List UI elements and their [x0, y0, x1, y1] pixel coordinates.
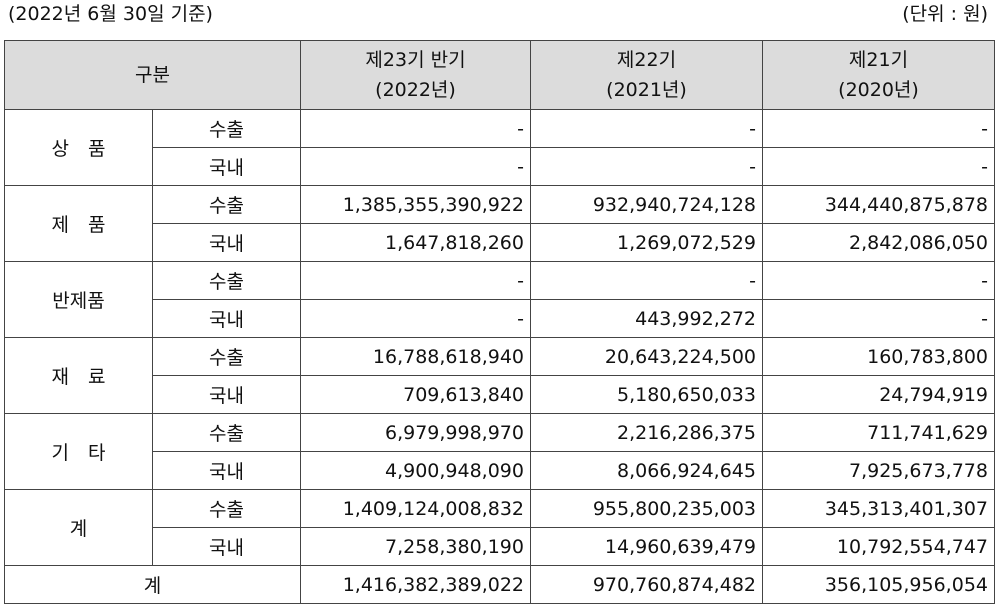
category-cell: 재 료 — [4, 337, 153, 414]
table-row: 기 타 수출 6,979,998,970 2,216,286,375 711,7… — [4, 413, 995, 490]
value-cell: - — [300, 261, 531, 300]
value-cell: - — [762, 147, 995, 186]
grand-total-value: 970,760,874,482 — [530, 565, 763, 604]
category-cell: 반제품 — [4, 261, 153, 338]
value-cell: - — [530, 109, 763, 148]
type-cell: 수출 — [152, 413, 301, 452]
value-cell: 10,792,554,747 — [762, 527, 995, 566]
header-period-year: (2022년) — [375, 79, 456, 101]
type-cell: 수출 — [152, 109, 301, 148]
table-row: 국내 - - - — [5, 147, 995, 186]
table-row: 국내 4,900,948,090 8,066,924,645 7,925,673… — [5, 451, 995, 490]
type-cell: 수출 — [152, 261, 301, 300]
table-row: 국내 - 443,992,272 - — [5, 299, 995, 338]
value-cell: 16,788,618,940 — [300, 337, 531, 376]
type-cell: 국내 — [152, 299, 301, 338]
value-cell: 709,613,840 — [300, 375, 531, 414]
type-cell: 국내 — [152, 147, 301, 186]
category-cell: 제 품 — [4, 185, 153, 262]
value-cell: - — [300, 147, 531, 186]
table-row: 국내 709,613,840 5,180,650,033 24,794,919 — [5, 375, 995, 414]
value-cell: 1,269,072,529 — [530, 223, 763, 262]
value-cell: 344,440,875,878 — [762, 185, 995, 224]
table-caption: (2022년 6월 30일 기준) (단위 : 원) — [0, 0, 998, 30]
value-cell: - — [762, 261, 995, 300]
category-cell: 기 타 — [4, 413, 153, 490]
value-cell: 955,800,235,003 — [530, 489, 763, 528]
type-cell: 수출 — [152, 337, 301, 376]
value-cell: - — [530, 147, 763, 186]
type-cell: 수출 — [152, 185, 301, 224]
value-cell: 4,900,948,090 — [300, 451, 531, 490]
header-period-name: 제21기 — [848, 49, 909, 71]
table-row: 재 료 수출 16,788,618,940 20,643,224,500 160… — [4, 337, 995, 414]
grand-total-row: 계 1,416,382,389,022 970,760,874,482 356,… — [4, 565, 995, 604]
value-cell: 1,409,124,008,832 — [300, 489, 531, 528]
header-period-name: 제22기 — [616, 49, 677, 71]
header-period: 제22기 (2021년) — [530, 40, 763, 110]
table-row: 국내 1,647,818,260 1,269,072,529 2,842,086… — [5, 223, 995, 262]
grand-total-value: 1,416,382,389,022 — [300, 565, 531, 604]
value-cell: - — [530, 261, 763, 300]
type-cell: 국내 — [152, 375, 301, 414]
type-cell: 국내 — [152, 527, 301, 566]
header-period-name: 제23기 반기 — [365, 49, 466, 71]
value-cell: 2,216,286,375 — [530, 413, 763, 452]
value-cell: 8,066,924,645 — [530, 451, 763, 490]
table-row: 국내 7,258,380,190 14,960,639,479 10,792,5… — [5, 527, 995, 566]
value-cell: 1,385,355,390,922 — [300, 185, 531, 224]
value-cell: 443,992,272 — [530, 299, 763, 338]
value-cell: 7,258,380,190 — [300, 527, 531, 566]
value-cell: 14,960,639,479 — [530, 527, 763, 566]
value-cell: - — [300, 299, 531, 338]
value-cell: 345,313,401,307 — [762, 489, 995, 528]
table-row: 제 품 수출 1,385,355,390,922 932,940,724,128… — [4, 185, 995, 262]
value-cell: 711,741,629 — [762, 413, 995, 452]
value-cell: 7,925,673,778 — [762, 451, 995, 490]
category-cell: 상 품 — [4, 109, 153, 186]
reference-date: (2022년 6월 30일 기준) — [8, 3, 213, 25]
header-period: 제21기 (2020년) — [762, 40, 995, 110]
value-cell: 1,647,818,260 — [300, 223, 531, 262]
header-division: 구분 — [4, 40, 301, 110]
value-cell: 24,794,919 — [762, 375, 995, 414]
value-cell: - — [300, 109, 531, 148]
grand-total-value: 356,105,956,054 — [762, 565, 995, 604]
table-row: 상 품 수출 - - - — [4, 109, 995, 186]
value-cell: 20,643,224,500 — [530, 337, 763, 376]
value-cell: 932,940,724,128 — [530, 185, 763, 224]
value-cell: 2,842,086,050 — [762, 223, 995, 262]
value-cell: 6,979,998,970 — [300, 413, 531, 452]
value-cell: 5,180,650,033 — [530, 375, 763, 414]
category-cell: 계 — [4, 489, 153, 566]
type-cell: 국내 — [152, 223, 301, 262]
table-row: 반제품 수출 - - - — [4, 261, 995, 338]
value-cell: - — [762, 109, 995, 148]
grand-total-label: 계 — [4, 565, 301, 604]
unit-label: (단위 : 원) — [902, 3, 988, 25]
header-period-year: (2020년) — [838, 79, 919, 101]
value-cell: 160,783,800 — [762, 337, 995, 376]
type-cell: 수출 — [152, 489, 301, 528]
sales-table: 구분 제23기 반기 (2022년) 제22기 (2021년) 제21기 (20… — [4, 40, 995, 604]
type-cell: 국내 — [152, 451, 301, 490]
header-period: 제23기 반기 (2022년) — [300, 40, 531, 110]
header-row: 구분 제23기 반기 (2022년) 제22기 (2021년) 제21기 (20… — [4, 40, 995, 110]
table-row: 계 수출 1,409,124,008,832 955,800,235,003 3… — [4, 489, 995, 566]
header-period-year: (2021년) — [606, 79, 687, 101]
value-cell: - — [762, 299, 995, 338]
